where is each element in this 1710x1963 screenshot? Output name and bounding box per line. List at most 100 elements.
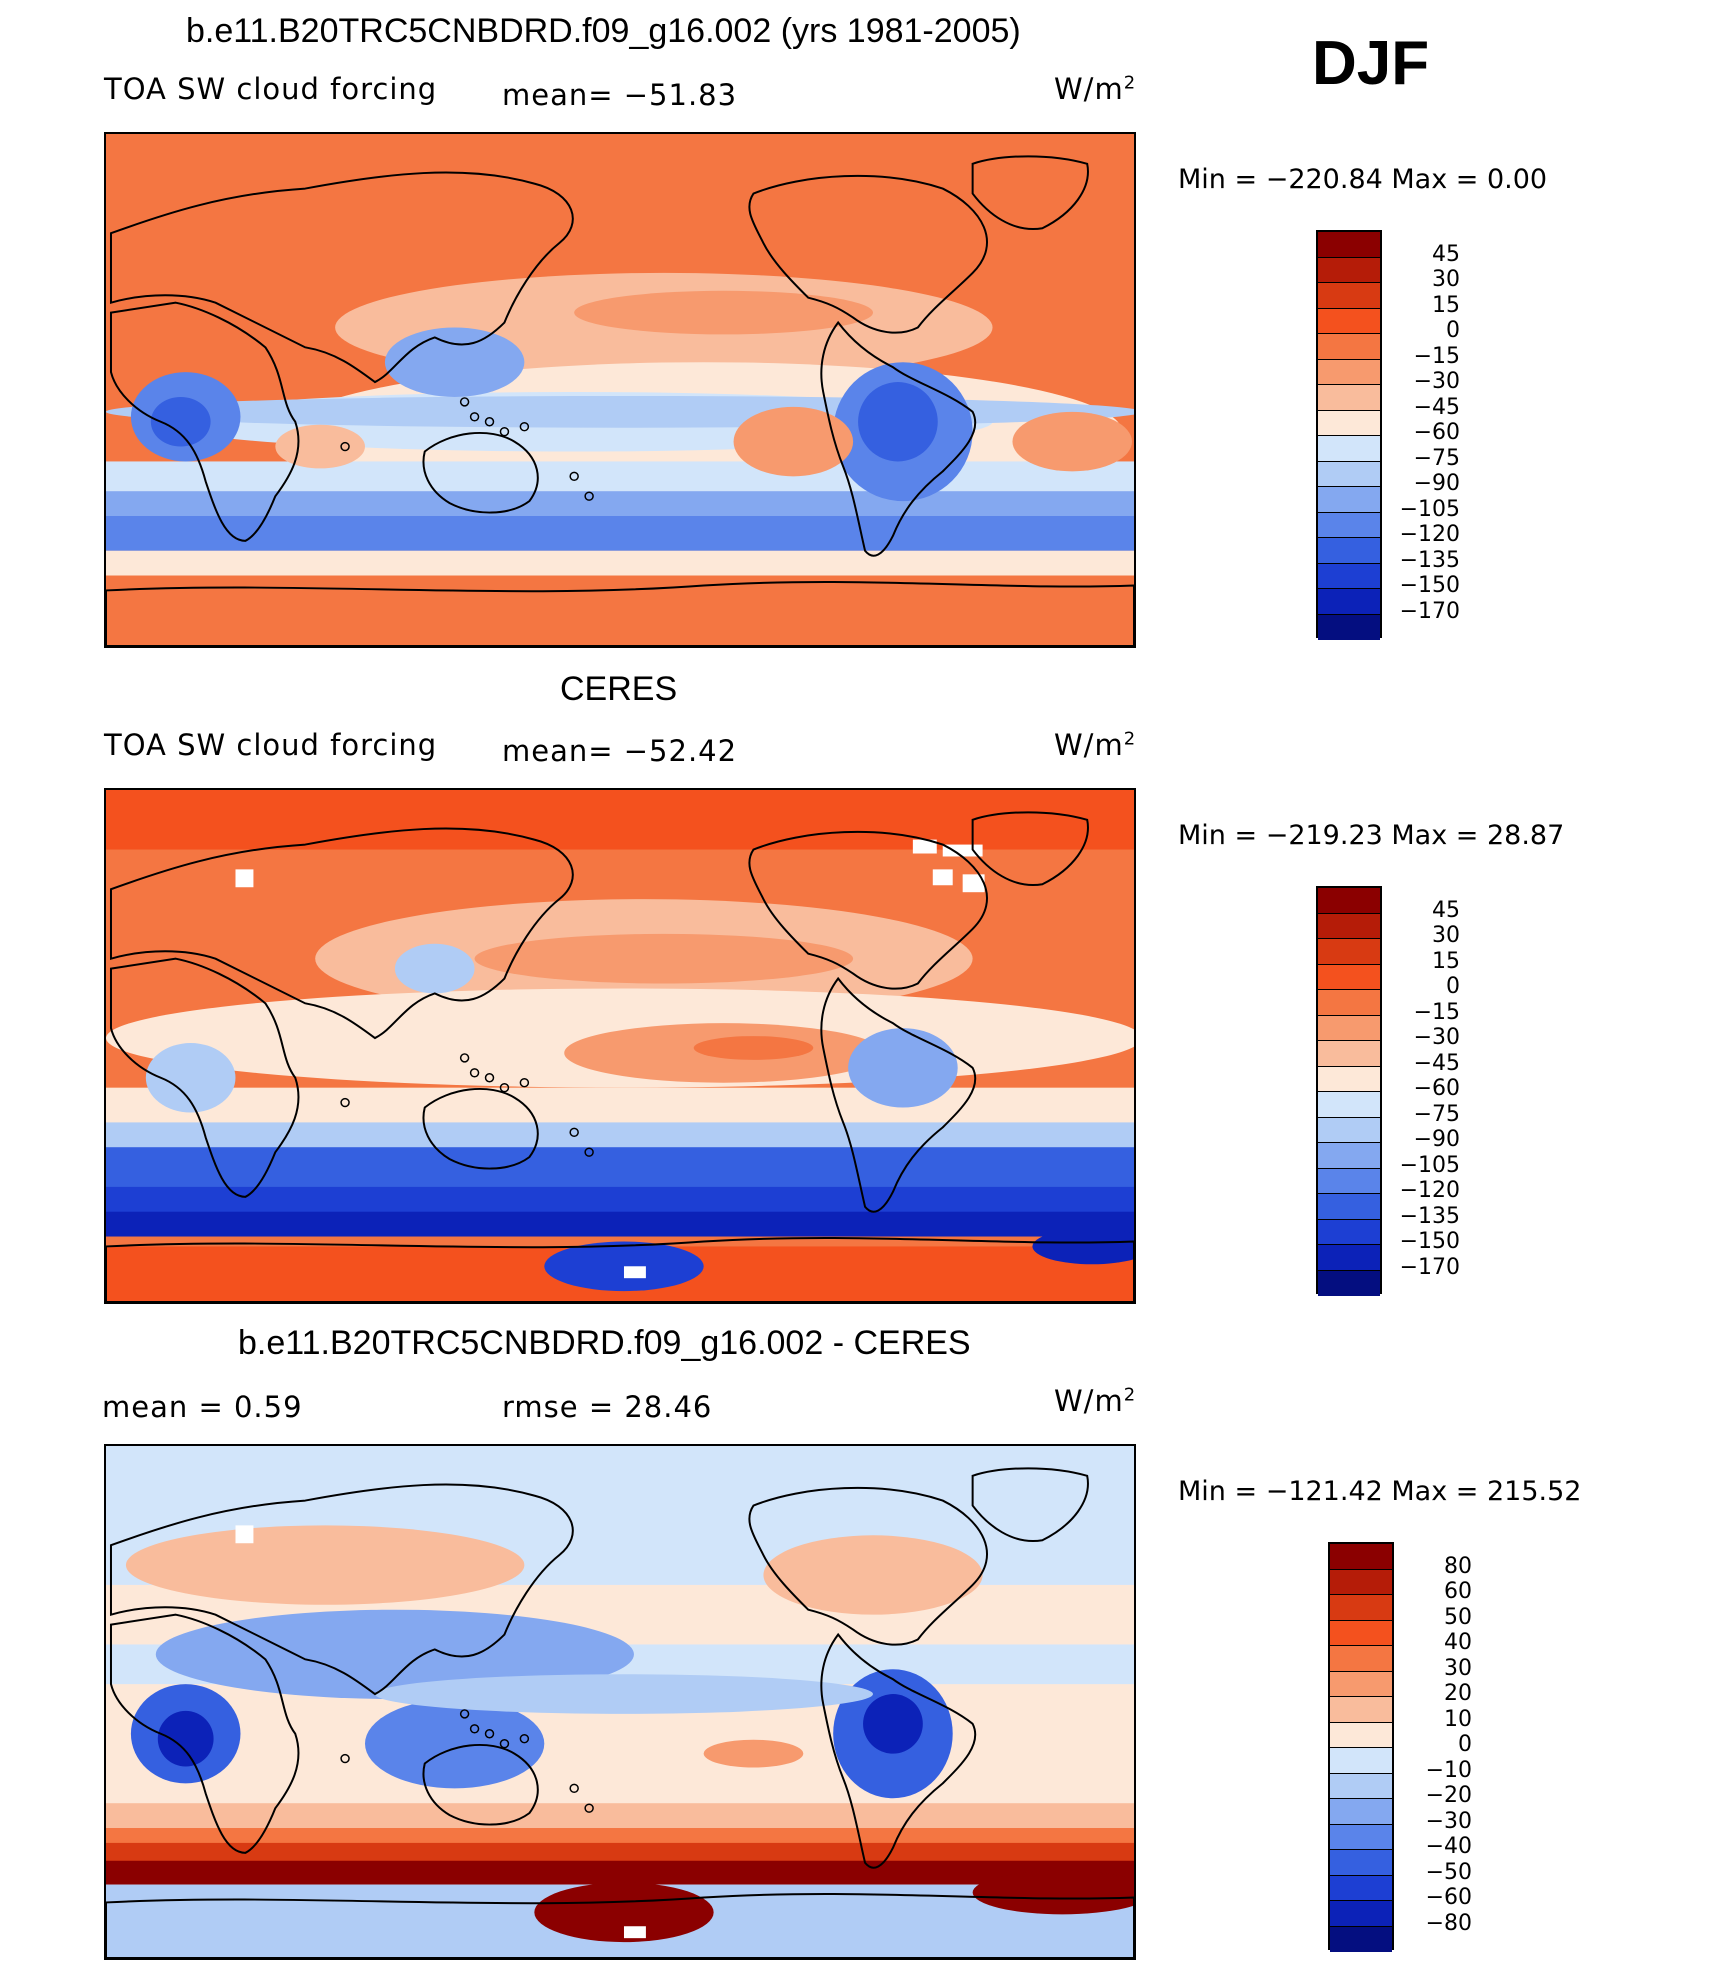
colorbar-swatch bbox=[1318, 939, 1380, 965]
season-label: DJF bbox=[1312, 29, 1430, 98]
colorbar-swatch bbox=[1318, 359, 1380, 385]
colorbar-label: −60 bbox=[1425, 1885, 1472, 1910]
units-exponent: 2 bbox=[1123, 728, 1137, 750]
panel1-colorbar-labels: 45 30 15 0 −15 −30 −45 −60 −75 −90 −105 −120 −135 −15… bbox=[1380, 230, 1460, 638]
map-field bbox=[106, 134, 1134, 646]
colorbar-swatch bbox=[1318, 385, 1380, 411]
colorbar-label: 45 bbox=[1432, 897, 1460, 923]
colorbar-swatch bbox=[1318, 1219, 1380, 1245]
colorbar-label: −50 bbox=[1425, 1859, 1472, 1885]
colorbar-label: 20 bbox=[1444, 1681, 1472, 1706]
colorbar-label: −45 bbox=[1413, 1050, 1460, 1076]
colorbar-swatch bbox=[1318, 232, 1380, 258]
colorbar-swatch bbox=[1330, 1926, 1392, 1952]
colorbar-label: 30 bbox=[1444, 1655, 1472, 1681]
colorbar-label: −90 bbox=[1413, 1127, 1460, 1152]
colorbar-swatch bbox=[1318, 1270, 1380, 1296]
colorbar-label: −90 bbox=[1413, 471, 1460, 496]
colorbar-swatch bbox=[1330, 1773, 1392, 1799]
colorbar-label: 30 bbox=[1432, 267, 1460, 292]
colorbar-swatch bbox=[1318, 913, 1380, 939]
colorbar-label: −135 bbox=[1399, 547, 1460, 573]
colorbar-label: −170 bbox=[1399, 1254, 1460, 1280]
colorbar-swatch bbox=[1318, 1117, 1380, 1143]
colorbar-label: −150 bbox=[1399, 573, 1460, 598]
panel2-mean-label: mean= −52.42 bbox=[502, 734, 738, 768]
colorbar-label: −10 bbox=[1425, 1757, 1472, 1783]
colorbar-swatch bbox=[1330, 1722, 1392, 1748]
panel3-title: b.e11.B20TRC5CNBDRD.f09_g16.002 - CERES bbox=[238, 1324, 971, 1362]
colorbar-swatch bbox=[1318, 461, 1380, 487]
panel1-left-label: TOA SW cloud forcing bbox=[104, 72, 438, 106]
colorbar-label: −15 bbox=[1413, 343, 1460, 369]
colorbar-swatch bbox=[1330, 1620, 1392, 1646]
colorbar-label: 30 bbox=[1432, 923, 1460, 948]
colorbar-swatch bbox=[1330, 1850, 1392, 1876]
panel3-units: W/m2 bbox=[1054, 1384, 1136, 1418]
colorbar-swatch bbox=[1318, 1041, 1380, 1067]
colorbar-label: −120 bbox=[1399, 522, 1460, 547]
panel3-map bbox=[104, 1444, 1136, 1960]
panel3-colorbar bbox=[1328, 1542, 1394, 1952]
colorbar-label: 50 bbox=[1444, 1604, 1472, 1630]
panel1-mean-label: mean= −51.83 bbox=[502, 78, 738, 112]
colorbar-swatch bbox=[1330, 1595, 1392, 1621]
colorbar-swatch bbox=[1330, 1646, 1392, 1672]
colorbar-swatch bbox=[1330, 1875, 1392, 1901]
units-text: W/m bbox=[1054, 728, 1124, 762]
colorbar-swatch bbox=[1318, 563, 1380, 589]
map-field bbox=[106, 790, 1134, 1302]
colorbar-label: −170 bbox=[1399, 598, 1460, 624]
colorbar-swatch bbox=[1330, 1544, 1392, 1570]
colorbar-label: −30 bbox=[1425, 1808, 1472, 1834]
colorbar-swatch bbox=[1318, 1066, 1380, 1092]
panel3-minmax: Min = −121.42 Max = 215.52 bbox=[1178, 1476, 1582, 1507]
colorbar-swatch bbox=[1318, 614, 1380, 640]
colorbar-swatch bbox=[1318, 308, 1380, 334]
colorbar-label: −30 bbox=[1413, 1025, 1460, 1050]
colorbar-label: 0 bbox=[1458, 1732, 1472, 1757]
colorbar-label: 0 bbox=[1446, 318, 1460, 343]
colorbar-label: 0 bbox=[1446, 974, 1460, 999]
colorbar-label: 40 bbox=[1444, 1630, 1472, 1655]
colorbar-label: −20 bbox=[1425, 1783, 1472, 1808]
colorbar-label: −105 bbox=[1399, 496, 1460, 522]
colorbar-swatch bbox=[1330, 1569, 1392, 1595]
colorbar-swatch bbox=[1330, 1697, 1392, 1723]
panel1-title: b.e11.B20TRC5CNBDRD.f09_g16.002 (yrs 198… bbox=[186, 12, 1021, 50]
colorbar-swatch bbox=[1318, 1015, 1380, 1041]
colorbar-swatch bbox=[1330, 1748, 1392, 1774]
panel2-left-label: TOA SW cloud forcing bbox=[104, 728, 438, 762]
units-exponent: 2 bbox=[1123, 1384, 1137, 1406]
colorbar-swatch bbox=[1318, 589, 1380, 615]
colorbar-swatch bbox=[1318, 888, 1380, 914]
map-field bbox=[106, 1446, 1134, 1958]
colorbar-label: −150 bbox=[1399, 1229, 1460, 1254]
panel2-units: W/m2 bbox=[1054, 728, 1136, 762]
panel3-colorbar-labels: 80 60 50 40 30 20 10 0 −10 −20 −30 −40 −50 −60 −80 bbox=[1392, 1542, 1472, 1950]
panel2-colorbar bbox=[1316, 886, 1382, 1296]
colorbar-label: 45 bbox=[1432, 241, 1460, 267]
colorbar-label: 15 bbox=[1432, 292, 1460, 318]
colorbar-swatch bbox=[1318, 1168, 1380, 1194]
colorbar-label: 80 bbox=[1444, 1553, 1472, 1579]
panel2-map bbox=[104, 788, 1136, 1304]
units-exponent: 2 bbox=[1123, 72, 1137, 94]
colorbar-label: −75 bbox=[1413, 1101, 1460, 1127]
colorbar-swatch bbox=[1318, 964, 1380, 990]
colorbar-label: −40 bbox=[1425, 1834, 1472, 1859]
colorbar-label: −15 bbox=[1413, 999, 1460, 1025]
colorbar-swatch bbox=[1330, 1901, 1392, 1927]
colorbar-swatch bbox=[1318, 334, 1380, 360]
colorbar-swatch bbox=[1330, 1671, 1392, 1697]
units-text: W/m bbox=[1054, 72, 1124, 106]
colorbar-label: 10 bbox=[1444, 1706, 1472, 1732]
colorbar-label: −45 bbox=[1413, 394, 1460, 420]
colorbar-label: −60 bbox=[1413, 420, 1460, 445]
colorbar-swatch bbox=[1318, 283, 1380, 309]
colorbar-swatch bbox=[1318, 1245, 1380, 1271]
colorbar-swatch bbox=[1318, 487, 1380, 513]
colorbar-label: −30 bbox=[1413, 369, 1460, 394]
panel3-rmse-label: rmse = 28.46 bbox=[502, 1390, 713, 1424]
colorbar-label: −60 bbox=[1413, 1076, 1460, 1101]
